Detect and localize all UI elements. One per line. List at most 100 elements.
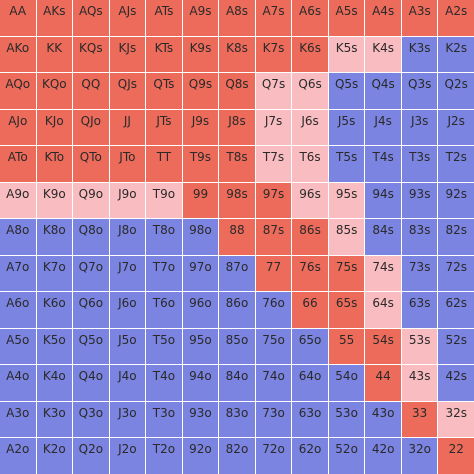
hand-cell-52o[interactable]: 52o — [328, 438, 365, 474]
hand-cell-73o[interactable]: 73o — [255, 401, 292, 438]
hand-cell-kjs[interactable]: KJs — [109, 36, 146, 73]
hand-cell-a3o[interactable]: A3o — [0, 401, 36, 438]
hand-cell-qts[interactable]: QTs — [146, 73, 182, 109]
hand-cell-ajs[interactable]: AJs — [109, 0, 146, 36]
hand-cell-65o[interactable]: 65o — [292, 328, 328, 365]
hand-cell-jj[interactable]: JJ — [109, 109, 146, 146]
hand-cell-53s[interactable]: 53s — [401, 328, 438, 365]
hand-cell-k5s[interactable]: K5s — [328, 36, 365, 73]
hand-cell-q8o[interactable]: Q8o — [73, 219, 109, 255]
hand-cell-j3s[interactable]: J3s — [401, 109, 438, 146]
hand-cell-33[interactable]: 33 — [401, 401, 438, 438]
hand-cell-k6o[interactable]: K6o — [36, 292, 73, 328]
hand-cell-j8o[interactable]: J8o — [109, 219, 146, 255]
hand-cell-kto[interactable]: KTo — [36, 146, 73, 182]
hand-cell-96s[interactable]: 96s — [292, 182, 328, 219]
hand-cell-t8s[interactable]: T8s — [219, 146, 255, 182]
hand-cell-54s[interactable]: 54s — [365, 328, 401, 365]
hand-cell-97o[interactable]: 97o — [182, 255, 219, 292]
hand-cell-j6s[interactable]: J6s — [292, 109, 328, 146]
hand-cell-k2o[interactable]: K2o — [36, 438, 73, 474]
hand-cell-32s[interactable]: 32s — [438, 401, 474, 438]
hand-cell-aa[interactable]: AA — [0, 0, 36, 36]
hand-cell-99[interactable]: 99 — [182, 182, 219, 219]
hand-cell-42o[interactable]: 42o — [365, 438, 401, 474]
hand-cell-87s[interactable]: 87s — [255, 219, 292, 255]
hand-cell-j2s[interactable]: J2s — [438, 109, 474, 146]
hand-cell-a8s[interactable]: A8s — [219, 0, 255, 36]
hand-cell-q6o[interactable]: Q6o — [73, 292, 109, 328]
hand-cell-t9o[interactable]: T9o — [146, 182, 182, 219]
hand-cell-88[interactable]: 88 — [219, 219, 255, 255]
hand-cell-j3o[interactable]: J3o — [109, 401, 146, 438]
hand-cell-86o[interactable]: 86o — [219, 292, 255, 328]
hand-cell-qjs[interactable]: QJs — [109, 73, 146, 109]
hand-cell-a7s[interactable]: A7s — [255, 0, 292, 36]
hand-cell-k7s[interactable]: K7s — [255, 36, 292, 73]
hand-cell-a3s[interactable]: A3s — [401, 0, 438, 36]
hand-cell-75s[interactable]: 75s — [328, 255, 365, 292]
hand-cell-j2o[interactable]: J2o — [109, 438, 146, 474]
hand-cell-72s[interactable]: 72s — [438, 255, 474, 292]
hand-cell-q4s[interactable]: Q4s — [365, 73, 401, 109]
hand-cell-k5o[interactable]: K5o — [36, 328, 73, 365]
hand-cell-t8o[interactable]: T8o — [146, 219, 182, 255]
hand-cell-82o[interactable]: 82o — [219, 438, 255, 474]
hand-cell-k4s[interactable]: K4s — [365, 36, 401, 73]
hand-cell-k8s[interactable]: K8s — [219, 36, 255, 73]
hand-cell-k9s[interactable]: K9s — [182, 36, 219, 73]
hand-cell-54o[interactable]: 54o — [328, 365, 365, 401]
hand-cell-93s[interactable]: 93s — [401, 182, 438, 219]
hand-cell-ako[interactable]: AKo — [0, 36, 36, 73]
hand-cell-a5s[interactable]: A5s — [328, 0, 365, 36]
hand-cell-k9o[interactable]: K9o — [36, 182, 73, 219]
hand-cell-aqs[interactable]: AQs — [73, 0, 109, 36]
hand-cell-t3s[interactable]: T3s — [401, 146, 438, 182]
hand-cell-q2o[interactable]: Q2o — [73, 438, 109, 474]
hand-cell-76o[interactable]: 76o — [255, 292, 292, 328]
hand-cell-t3o[interactable]: T3o — [146, 401, 182, 438]
hand-cell-a4s[interactable]: A4s — [365, 0, 401, 36]
hand-cell-84o[interactable]: 84o — [219, 365, 255, 401]
hand-cell-j9o[interactable]: J9o — [109, 182, 146, 219]
hand-cell-q9s[interactable]: Q9s — [182, 73, 219, 109]
hand-cell-85s[interactable]: 85s — [328, 219, 365, 255]
hand-cell-k3o[interactable]: K3o — [36, 401, 73, 438]
hand-cell-j5s[interactable]: J5s — [328, 109, 365, 146]
hand-cell-a5o[interactable]: A5o — [0, 328, 36, 365]
hand-cell-43o[interactable]: 43o — [365, 401, 401, 438]
hand-cell-98s[interactable]: 98s — [219, 182, 255, 219]
hand-cell-55[interactable]: 55 — [328, 328, 365, 365]
hand-cell-ajo[interactable]: AJo — [0, 109, 36, 146]
hand-cell-a2s[interactable]: A2s — [438, 0, 474, 36]
hand-cell-a9s[interactable]: A9s — [182, 0, 219, 36]
hand-cell-j5o[interactable]: J5o — [109, 328, 146, 365]
hand-cell-77[interactable]: 77 — [255, 255, 292, 292]
hand-cell-75o[interactable]: 75o — [255, 328, 292, 365]
hand-cell-j9s[interactable]: J9s — [182, 109, 219, 146]
hand-cell-96o[interactable]: 96o — [182, 292, 219, 328]
hand-cell-t6s[interactable]: T6s — [292, 146, 328, 182]
hand-cell-k7o[interactable]: K7o — [36, 255, 73, 292]
hand-cell-52s[interactable]: 52s — [438, 328, 474, 365]
hand-cell-62o[interactable]: 62o — [292, 438, 328, 474]
hand-cell-q7s[interactable]: Q7s — [255, 73, 292, 109]
hand-cell-42s[interactable]: 42s — [438, 365, 474, 401]
hand-cell-83s[interactable]: 83s — [401, 219, 438, 255]
hand-cell-j8s[interactable]: J8s — [219, 109, 255, 146]
hand-cell-q5s[interactable]: Q5s — [328, 73, 365, 109]
hand-cell-q3s[interactable]: Q3s — [401, 73, 438, 109]
hand-cell-63s[interactable]: 63s — [401, 292, 438, 328]
hand-cell-a9o[interactable]: A9o — [0, 182, 36, 219]
hand-cell-k8o[interactable]: K8o — [36, 219, 73, 255]
hand-cell-t2s[interactable]: T2s — [438, 146, 474, 182]
hand-cell-32o[interactable]: 32o — [401, 438, 438, 474]
hand-cell-74o[interactable]: 74o — [255, 365, 292, 401]
hand-cell-62s[interactable]: 62s — [438, 292, 474, 328]
hand-cell-k4o[interactable]: K4o — [36, 365, 73, 401]
hand-cell-q9o[interactable]: Q9o — [73, 182, 109, 219]
hand-cell-92s[interactable]: 92s — [438, 182, 474, 219]
hand-cell-83o[interactable]: 83o — [219, 401, 255, 438]
hand-cell-kjo[interactable]: KJo — [36, 109, 73, 146]
hand-cell-kts[interactable]: KTs — [146, 36, 182, 73]
